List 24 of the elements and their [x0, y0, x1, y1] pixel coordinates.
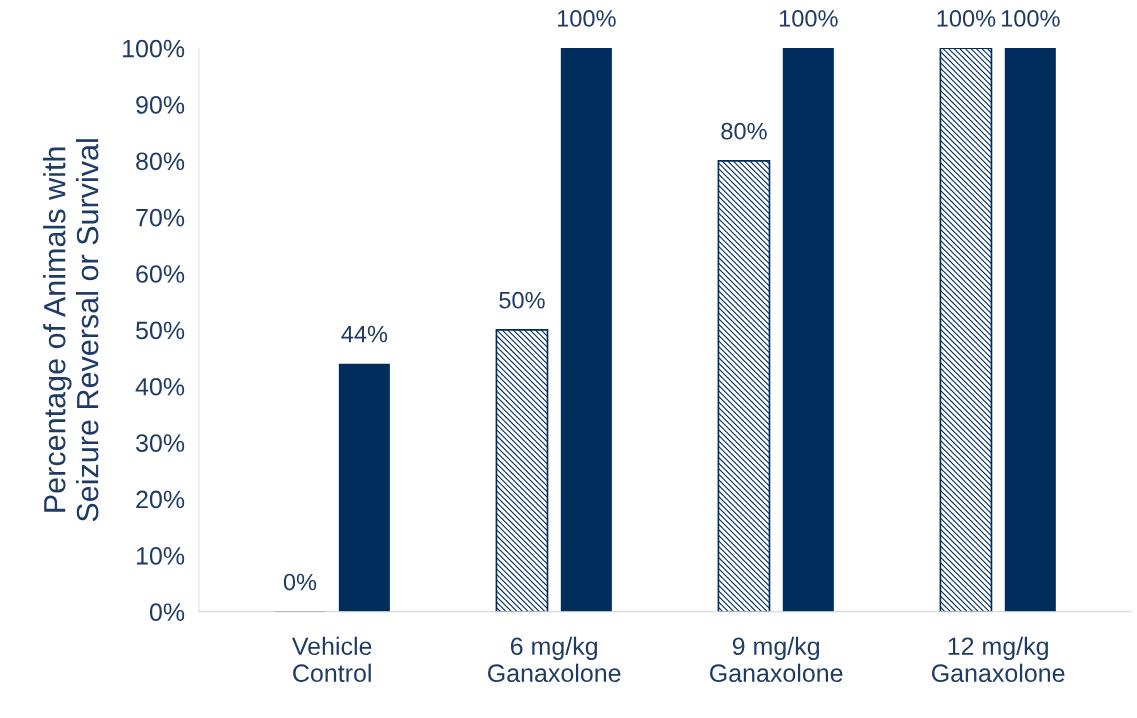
y-tick-label: 40%	[135, 377, 185, 396]
data-label: 100%	[1001, 10, 1060, 27]
data-label: 100%	[557, 10, 616, 27]
x-tick-label: 6 mg/kg Ganaxolone	[488, 636, 621, 683]
y-tick-label: 50%	[136, 321, 185, 340]
data-label: 100%	[779, 10, 838, 27]
y-tick-label: 30%	[136, 434, 185, 452]
data-label: 0%	[283, 573, 317, 591]
y-tick-label: 90%	[136, 96, 185, 114]
x-tick-label: Vehicle Control	[291, 636, 372, 683]
x-tick-label: 9 mg/kg Ganaxolone	[709, 636, 843, 683]
y-tick-label: 70%	[136, 208, 185, 227]
y-tick-label: 10%	[136, 546, 185, 565]
data-label: 80%	[721, 122, 767, 140]
y-axis-title: Percentage of Animals with Seizure Reversal or Survival	[43, 139, 99, 522]
data-label: 44%	[341, 325, 388, 343]
y-tick-label: 0%	[149, 603, 185, 622]
x-tick-label: 12 mg/kg Ganaxolone	[931, 636, 1065, 683]
y-tick-label: 80%	[136, 152, 185, 171]
y-tick-label: 100%	[123, 39, 185, 58]
data-label: 100%	[937, 10, 996, 27]
y-tick-label: 60%	[136, 265, 185, 283]
data-label: 50%	[499, 291, 545, 309]
y-tick-label: 20%	[136, 490, 185, 509]
